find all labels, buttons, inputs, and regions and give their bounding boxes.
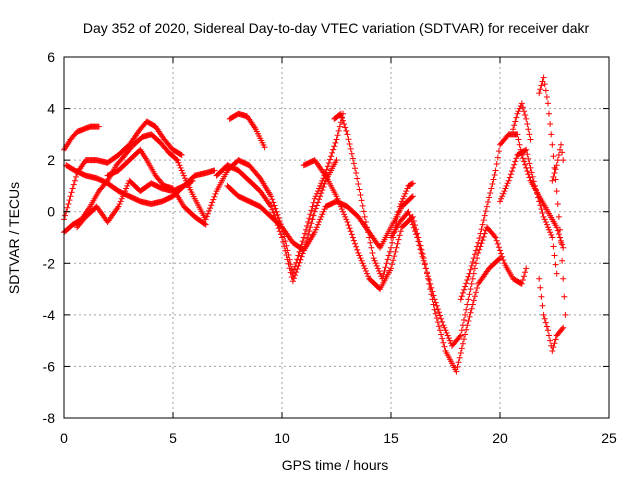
series-points [536, 74, 569, 318]
y-tick-label: -6 [43, 358, 56, 374]
series-arc-19 [549, 141, 567, 184]
series-points [510, 100, 534, 143]
y-tick-label: -8 [43, 410, 56, 426]
y-tick-label: 6 [47, 49, 55, 65]
series-points [226, 110, 268, 151]
y-tick-label: 2 [47, 152, 55, 168]
series-arc-17 [536, 74, 569, 318]
x-axis-title: GPS time / hours [282, 457, 389, 473]
y-tick-labels: -8 -6 -4 -2 0 2 4 6 [43, 49, 56, 426]
series-arc-11 [300, 157, 503, 375]
series-arc-13 [388, 208, 530, 349]
x-tick-labels: 0 5 10 15 20 25 [60, 430, 617, 446]
series-arc-14 [457, 131, 567, 303]
y-tick-label: -2 [43, 255, 56, 271]
series-arc-6 [104, 146, 209, 228]
series-points [497, 146, 560, 277]
series-arc-9 [226, 110, 268, 151]
series-points [300, 157, 503, 375]
x-tick-label: 10 [274, 430, 290, 446]
chart-title: Day 352 of 2020, Sidereal Day-to-day VTE… [83, 20, 590, 36]
series-points [549, 141, 567, 184]
series-points [536, 275, 567, 354]
x-tick-label: 5 [169, 430, 177, 446]
x-tick-label: 20 [492, 430, 508, 446]
series-points [213, 157, 340, 285]
series-arc-16 [510, 100, 534, 143]
axis-ticks [63, 56, 610, 419]
series-arc-15 [497, 146, 560, 277]
x-tick-label: 0 [60, 430, 68, 446]
y-tick-label: 0 [47, 204, 55, 220]
series-arc-10 [224, 182, 416, 254]
y-tick-label: 4 [47, 101, 55, 117]
plot-frame [63, 56, 610, 419]
series-points [457, 131, 567, 303]
x-tick-label: 15 [383, 430, 399, 446]
series-points [104, 146, 209, 228]
x-tick-label: 25 [601, 430, 617, 446]
data-points [61, 74, 569, 375]
series-points [388, 208, 530, 349]
series-arc-8 [213, 157, 340, 285]
series-arc-18 [536, 275, 567, 354]
y-tick-label: -4 [43, 307, 56, 323]
grid-lines [64, 57, 609, 418]
y-axis-title: SDTVAR / TECUs [6, 182, 22, 294]
series-points [224, 182, 416, 254]
